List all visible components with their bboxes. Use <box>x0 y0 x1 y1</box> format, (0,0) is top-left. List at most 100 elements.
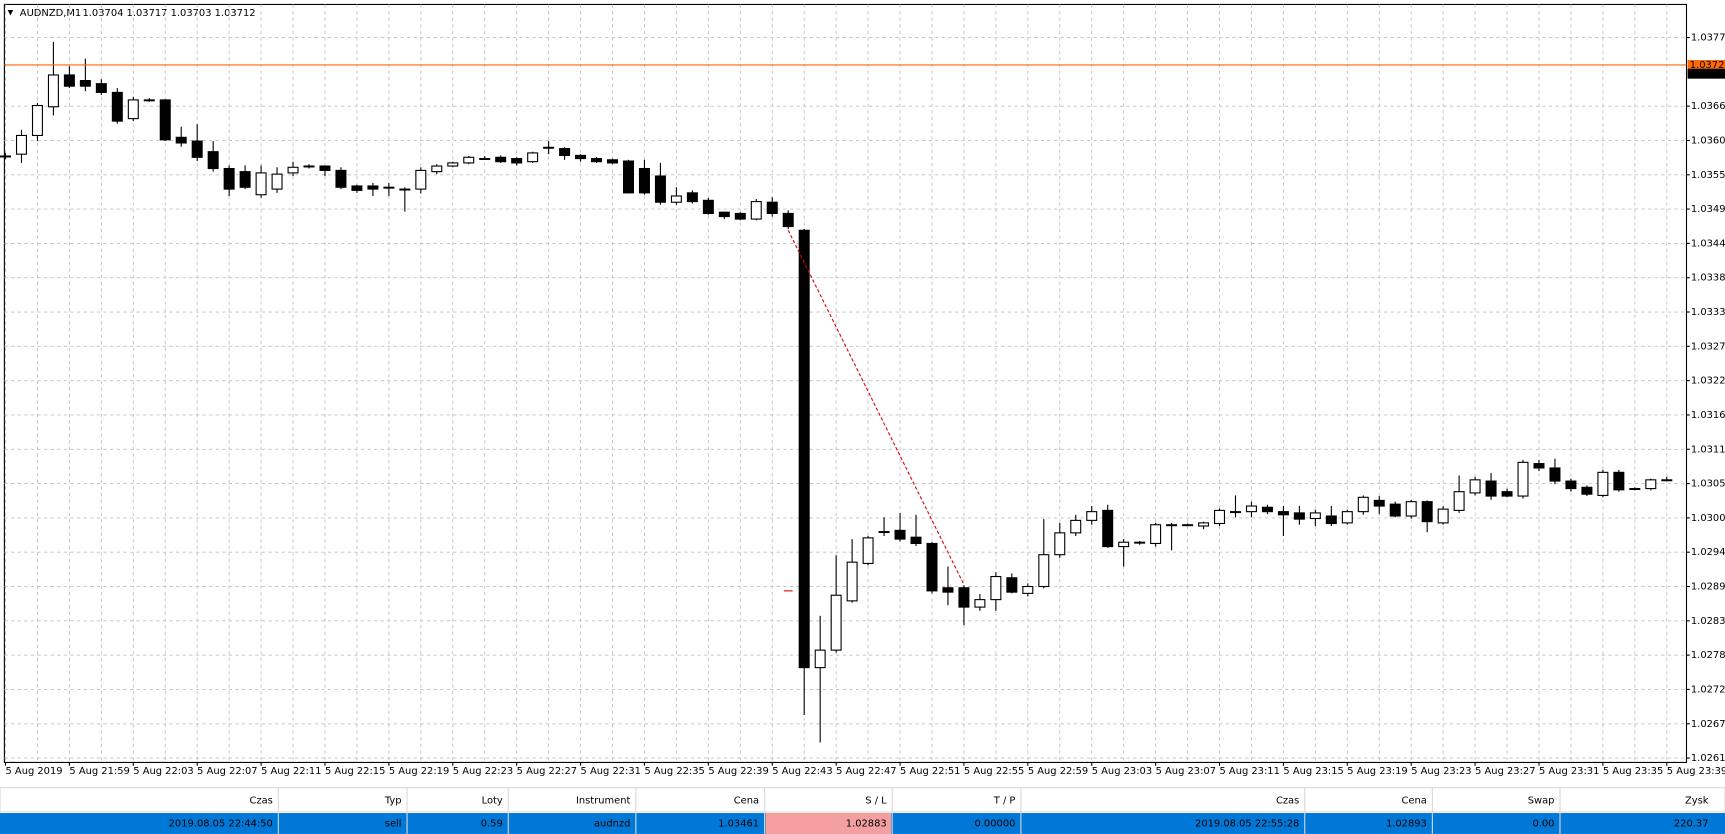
candle-body <box>511 157 523 164</box>
x-tick-label: 5 Aug 22:47 <box>836 766 896 777</box>
candle-body <box>223 167 235 190</box>
candle-body <box>1198 522 1210 527</box>
candle-body <box>654 175 666 203</box>
x-tick-label: 5 Aug 23:07 <box>1156 766 1216 777</box>
x-tick-label: 5 Aug 22:59 <box>1028 766 1088 777</box>
y-tick-label: 1.03495 <box>1691 204 1725 215</box>
candle-body <box>495 156 507 163</box>
candle-body <box>607 159 619 164</box>
price-label: 1.03726 <box>1690 60 1725 71</box>
candle-body <box>527 152 539 163</box>
candle-body <box>782 212 794 228</box>
candle-body <box>1485 480 1497 497</box>
candle-body <box>303 165 315 168</box>
axes: 1.03770 1.03660 1.03605 1.03550 1.03495 1.034… <box>4 33 1725 777</box>
column-header: Cena <box>734 795 759 806</box>
x-tick-label: 5 Aug 22:55 <box>964 766 1024 777</box>
candle-body <box>958 587 970 608</box>
chart-frame <box>3 3 1688 763</box>
x-tick-label: 5 Aug 23:23 <box>1411 766 1471 777</box>
candle-body <box>1134 541 1146 544</box>
column-header: Czas <box>250 795 273 806</box>
candle-body <box>734 212 746 220</box>
candle-body <box>1070 519 1082 534</box>
candle-body <box>1549 467 1561 482</box>
symbol-title: AUDNZD,M1 <box>20 8 81 19</box>
candle-body <box>862 537 874 564</box>
x-tick-label: 5 Aug 22:31 <box>581 766 641 777</box>
y-tick-label: 1.02945 <box>1691 547 1725 558</box>
x-tick-label: 5 Aug 22:27 <box>517 766 577 777</box>
candle-body <box>127 99 139 120</box>
candle-body <box>1469 479 1481 494</box>
x-tick-label: 5 Aug 23:31 <box>1539 766 1599 777</box>
candle-body <box>1597 471 1609 496</box>
candle-body <box>159 99 171 141</box>
candle-body <box>798 229 810 669</box>
candle-body <box>575 154 587 160</box>
column-header: Czas <box>1276 795 1299 806</box>
candle-body <box>1022 585 1034 594</box>
candle-body <box>1309 512 1321 520</box>
candle-body <box>271 173 283 190</box>
price-label-bg <box>1687 68 1725 79</box>
candle-body <box>351 185 363 191</box>
candle-body <box>942 587 954 593</box>
candle-body <box>143 99 155 102</box>
table-cell: 1.02893 <box>1386 818 1427 829</box>
candle-body <box>1006 577 1018 593</box>
column-header: Swap <box>1528 795 1555 806</box>
y-tick-label: 1.03660 <box>1691 101 1725 112</box>
candle-body <box>63 74 75 87</box>
candle-body <box>846 561 858 602</box>
candle-body <box>1150 524 1162 545</box>
table-cell: 0.59 <box>481 818 503 829</box>
candle-body <box>1182 524 1194 527</box>
y-tick-label: 1.03330 <box>1691 307 1725 318</box>
y-tick-label: 1.02670 <box>1691 719 1725 730</box>
candle-body <box>1501 491 1513 497</box>
candle-body <box>1054 532 1066 556</box>
candle-body <box>894 529 906 540</box>
candle-body <box>1166 524 1178 527</box>
x-tick-label: 5 Aug 22:07 <box>197 766 257 777</box>
x-tick-label: 5 Aug 22:39 <box>708 766 768 777</box>
candle-body <box>1661 479 1673 482</box>
candle-body <box>1645 479 1657 490</box>
candle-body <box>766 201 778 214</box>
candle-body <box>814 649 826 669</box>
sl-cell-bg <box>765 813 892 834</box>
candle-body <box>1277 511 1289 516</box>
candle-body <box>1517 461 1529 497</box>
table-cell: 220.37 <box>1674 818 1709 829</box>
candle-body <box>1405 501 1417 517</box>
x-tick-label: 5 Aug 22:19 <box>389 766 449 777</box>
candle-body <box>1214 509 1226 525</box>
candle-body <box>1293 512 1305 520</box>
x-tick-label: 5 Aug 23:35 <box>1603 766 1663 777</box>
trade-table: Czas Typ Loty Instrument Cena S / L T / P Czas C… <box>169 787 1709 834</box>
candle-body <box>830 594 842 651</box>
candle-body <box>431 165 443 173</box>
candle-body <box>591 157 603 163</box>
candle-body <box>479 157 491 160</box>
candle-body <box>31 104 43 137</box>
table-cell: 0.00 <box>1532 818 1554 829</box>
candle-body <box>1341 511 1353 524</box>
candle-body <box>447 162 459 167</box>
candle-body <box>15 134 27 155</box>
candle-body <box>191 140 203 158</box>
y-tick-label: 1.02835 <box>1691 616 1725 627</box>
candle-body <box>974 599 986 608</box>
x-tick-label: 5 Aug 23:39 <box>1667 766 1725 777</box>
candle-body <box>1357 496 1369 513</box>
table-cell: 1.02883 <box>846 818 887 829</box>
x-tick-label: 5 Aug 23:03 <box>1092 766 1152 777</box>
y-tick-label: 1.02890 <box>1691 582 1725 593</box>
candle-body <box>1421 501 1433 523</box>
candle-body <box>1118 541 1130 548</box>
candle-body <box>463 156 475 164</box>
table-header-bg <box>0 787 1725 813</box>
